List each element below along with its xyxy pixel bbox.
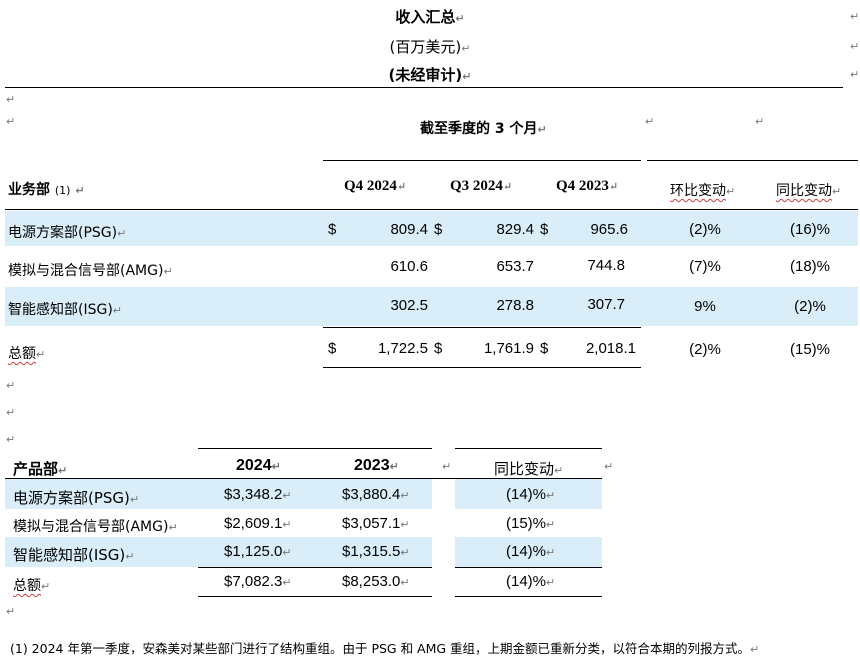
table2-total-rule-right — [455, 567, 602, 568]
cell-2024: $3,348.2↵ — [224, 486, 292, 503]
cell-q4-2024: 610.6 — [390, 258, 428, 275]
table1-header-qoq: 环比变动↵ — [670, 183, 736, 199]
cell-2023: $3,057.1↵ — [342, 515, 410, 532]
row-end-mark: ↵ — [850, 10, 860, 23]
cell-yoy: (14)%↵ — [506, 573, 556, 590]
paragraph-mark: ↵ — [6, 379, 16, 392]
table1-bottom-rule — [323, 367, 641, 368]
table2-bottom-rule-right — [455, 596, 602, 597]
paragraph-mark: ↵ — [6, 433, 16, 446]
row-label: 模拟与混合信号部(AMG)↵ — [13, 519, 178, 535]
report-note: (未经审计)↵ — [388, 66, 472, 84]
cell-q4-2023: 744.8 — [587, 257, 625, 274]
row-end-mark: ↵ — [850, 40, 860, 53]
table1-row-band — [5, 211, 858, 246]
cell-yoy: (14)%↵ — [506, 543, 556, 560]
paragraph-mark: ↵ — [6, 605, 16, 618]
cell-q3-2024: 829.4 — [496, 221, 534, 238]
table2-header-rule — [5, 478, 602, 479]
report-subtitle: (百万美元)↵ — [389, 38, 471, 56]
cell-2024: $2,609.1↵ — [224, 515, 292, 532]
report-title: 收入汇总↵ — [395, 8, 465, 26]
table2-header-product: 产品部↵ — [13, 460, 68, 478]
row-label: 总额↵ — [8, 346, 46, 362]
cell-end-mark: ↵ — [442, 460, 452, 473]
row-label: 智能感知部(ISG)↵ — [13, 546, 135, 564]
table2-header-2023: 2023↵ — [354, 457, 399, 474]
table2-row-band — [455, 537, 602, 567]
cell-yoy: (18)% — [789, 258, 830, 275]
paragraph-mark: ↵ — [6, 115, 16, 128]
cell-q4-2024: 1,722.5 — [377, 340, 428, 357]
table1-top-rule — [323, 160, 641, 161]
cell-2023: $8,253.0↵ — [342, 573, 410, 590]
table1-header-rule — [5, 209, 858, 210]
cell-yoy: (15)% — [789, 341, 830, 358]
cell-q4-2024: 302.5 — [390, 297, 428, 314]
row-label: 模拟与混合信号部(AMG)↵ — [8, 263, 173, 279]
table1-top-rule-right — [647, 160, 858, 161]
table1-header-q3-2024: Q3 2024↵ — [450, 178, 513, 194]
currency-symbol: $ — [328, 221, 337, 238]
cell-q4-2024: 809.4 — [390, 221, 428, 238]
row-label: 智能感知部(ISG)↵ — [8, 302, 123, 318]
table1-header-yoy: 同比变动↵ — [776, 183, 842, 199]
table2-top-rule — [198, 448, 432, 449]
table2-row-band — [5, 479, 432, 509]
paragraph-mark: ↵ — [6, 93, 16, 106]
cell-q4-2023: 2,018.1 — [585, 340, 636, 357]
cell-2023: $1,315.5↵ — [342, 543, 410, 560]
table1-period-caption: 截至季度的 3 个月↵ — [420, 121, 547, 137]
cell-2023: $3,880.4↵ — [342, 486, 410, 503]
cell-yoy: (14)%↵ — [506, 486, 556, 503]
table1-header-q4-2024: Q4 2024↵ — [344, 178, 407, 194]
row-end-mark: ↵ — [850, 68, 860, 81]
table1-header-q4-2023: Q4 2023↵ — [556, 178, 619, 194]
table2-header-2024: 2024↵ — [236, 457, 281, 474]
cell-q3-2024: 1,761.9 — [483, 340, 534, 357]
table1-header-segment: 业务部 (1) ↵ — [8, 182, 85, 198]
table2-row-band — [455, 479, 602, 509]
cell-end-mark: ↵ — [645, 115, 655, 128]
cell-qoq: (2)% — [689, 221, 721, 238]
header-divider — [5, 87, 843, 88]
cell-q4-2023: 307.7 — [587, 296, 625, 313]
footnote: (1) 2024 年第一季度，安森美对某些部门进行了结构重组。由于 PSG 和 … — [10, 641, 760, 656]
cell-q3-2024: 278.8 — [496, 297, 534, 314]
table2-total-rule — [198, 567, 432, 568]
table2-row-band — [5, 537, 432, 567]
currency-symbol: $ — [328, 340, 337, 357]
table1-row-band — [5, 287, 858, 326]
row-label: 总额↵ — [13, 578, 51, 594]
currency-symbol: $ — [540, 340, 549, 357]
cell-2024: $7,082.3↵ — [224, 573, 292, 590]
cell-yoy: (15)%↵ — [506, 515, 556, 532]
cell-qoq: (7)% — [689, 258, 721, 275]
currency-symbol: $ — [434, 340, 443, 357]
paragraph-mark: ↵ — [6, 406, 16, 419]
table1-total-rule — [323, 327, 641, 328]
cell-2024: $1,125.0↵ — [224, 543, 292, 560]
table2-bottom-rule — [198, 596, 432, 597]
row-end-mark: ↵ — [604, 460, 614, 473]
cell-end-mark: ↵ — [755, 115, 765, 128]
cell-yoy: (16)% — [789, 221, 830, 238]
cell-q4-2023: 965.6 — [590, 221, 628, 238]
table2-header-yoy: 同比变动↵ — [494, 460, 564, 478]
cell-q3-2024: 653.7 — [496, 258, 534, 275]
cell-yoy: (2)% — [794, 298, 826, 315]
table2-top-rule-right — [455, 448, 602, 449]
cell-qoq: 9% — [694, 298, 716, 315]
currency-symbol: $ — [434, 221, 443, 238]
currency-symbol: $ — [540, 221, 549, 238]
row-label: 电源方案部(PSG)↵ — [13, 489, 140, 507]
cell-qoq: (2)% — [689, 341, 721, 358]
row-label: 电源方案部(PSG)↵ — [8, 225, 127, 241]
